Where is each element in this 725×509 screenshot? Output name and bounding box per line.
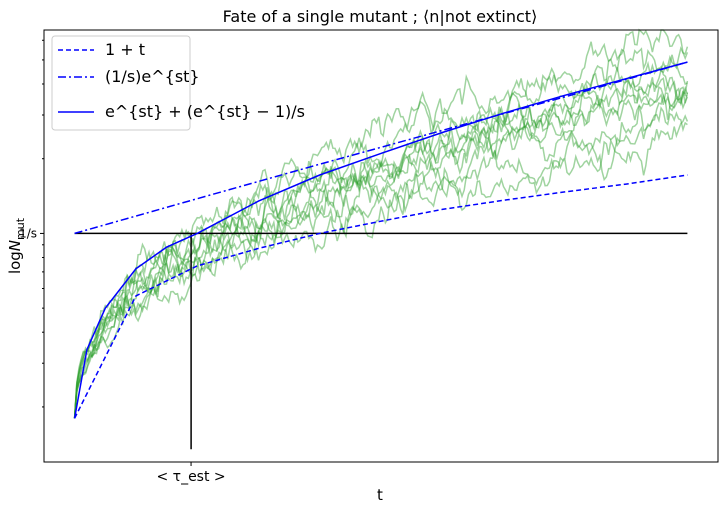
chart-title: Fate of a single mutant ; ⟨n|not extinct… [223, 7, 538, 26]
series-line-1-t [73, 174, 688, 419]
legend-box [51, 35, 191, 131]
trajectory-line [73, 77, 689, 419]
reference-lines [74, 232, 688, 450]
trajectory-line [73, 105, 688, 419]
series-line--1-s-e-st- [74, 61, 688, 235]
trajectories [73, 28, 689, 419]
trajectory-line [73, 60, 688, 419]
plot-frame [43, 29, 719, 463]
x-tick-label: < τ_est > [156, 469, 225, 485]
legend-label: e^{st} + (e^{st} − 1)/s [105, 102, 305, 121]
legend-label: 1 + t [105, 40, 145, 59]
theory-curves [73, 61, 688, 419]
trajectory-line [73, 86, 689, 419]
series-line-e-st-e-st-1-s [73, 61, 688, 419]
trajectory-line [73, 114, 689, 419]
y-tick-label: 1/s [19, 226, 37, 240]
legend: 1 + t (1/s)e^{st} e^{st} + (e^{st} − 1)/s [51, 35, 305, 131]
legend-label: (1/s)e^{st} [105, 67, 200, 86]
trajectory-line [73, 28, 689, 419]
trajectory-line [73, 54, 688, 419]
trajectory-line [73, 85, 689, 419]
x-axis-label: t [377, 486, 383, 504]
axes: < τ_est > 1/s [19, 39, 226, 485]
